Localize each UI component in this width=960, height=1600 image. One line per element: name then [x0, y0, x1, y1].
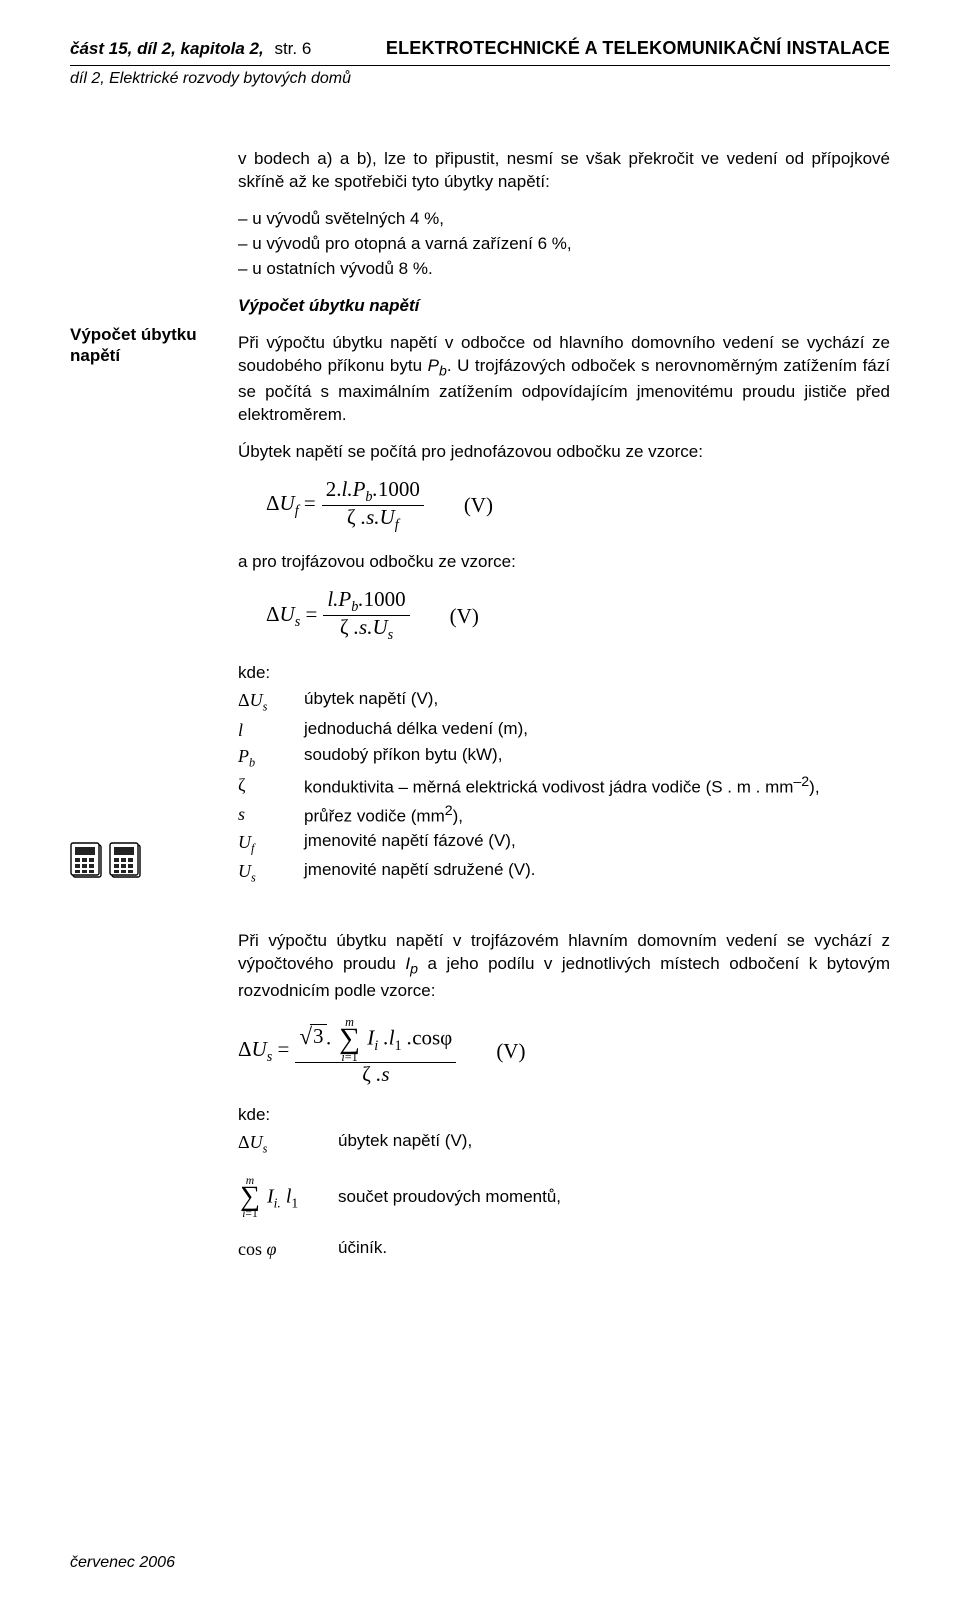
def-desc: jmenovité napětí sdružené (V).: [304, 859, 890, 886]
intro-list: u vývodů světelných 4 %, u vývodů pro ot…: [238, 208, 890, 281]
definition-list-2: ΔUs úbytek napětí (V), m ∑ i=1 Ii. l1 so…: [238, 1130, 890, 1261]
def-row: m ∑ i=1 Ii. l1 součet proudových momentů…: [238, 1176, 890, 1219]
def-row: l jednoduchá délka vedení (m),: [238, 718, 890, 742]
calculator-icon: [109, 842, 143, 880]
paragraph-1: Při výpočtu úbytku napětí v odbočce od h…: [238, 332, 890, 427]
paragraph-3: a pro trojfázovou odbočku ze vzorce:: [238, 551, 890, 574]
def-row: cos φ účiník.: [238, 1237, 890, 1261]
paragraph-2: Úbytek napětí se počítá pro jednofázovou…: [238, 441, 890, 464]
definition-list-1: ΔUs úbytek napětí (V), l jednoduchá délk…: [238, 688, 890, 886]
header-pagenum: str. 6: [274, 39, 311, 58]
def-desc: součet proudových momentů,: [338, 1186, 890, 1209]
where-label: kde:: [238, 662, 890, 685]
def-symbol: ζ: [238, 773, 294, 800]
formula-3-unit: (V): [496, 1037, 525, 1065]
formula-1: ΔUf = 2.l.Pb.1000 ζ .s.Uf (V): [266, 478, 890, 533]
list-item: u ostatních vývodů 8 %.: [238, 258, 890, 281]
def-row: Us jmenovité napětí sdružené (V).: [238, 859, 890, 886]
margin-column: Výpočet úbytku napětí: [70, 148, 220, 1275]
def-row: ΔUs úbytek napětí (V),: [238, 688, 890, 715]
def-symbol: l: [238, 718, 294, 742]
def-row: Pb soudobý příkon bytu (kW),: [238, 744, 890, 771]
def-symbol: Pb: [238, 744, 294, 771]
def-desc: konduktivita – měrná elektrická vodivost…: [304, 773, 890, 800]
page: část 15, díl 2, kapitola 2, str. 6 ELEKT…: [0, 0, 960, 1600]
def-symbol: s: [238, 802, 294, 829]
body-column: v bodech a) a b), lze to připustit, nesm…: [238, 148, 890, 1275]
def-desc: jmenovité napětí fázové (V),: [304, 830, 890, 857]
def-desc: soudobý příkon bytu (kW),: [304, 744, 890, 771]
formula-1-unit: (V): [464, 491, 493, 519]
header-right: ELEKTROTECHNICKÉ A TELEKOMUNIKAČNÍ INSTA…: [386, 38, 890, 59]
header-rule: [70, 65, 890, 66]
where-label-2: kde:: [238, 1104, 890, 1127]
formula-2: ΔUs = l.Pb.1000 ζ .s.Us (V): [266, 588, 890, 643]
list-item: u vývodů pro otopná a varná zařízení 6 %…: [238, 233, 890, 256]
margin-label: Výpočet úbytku napětí: [70, 324, 220, 367]
page-header: část 15, díl 2, kapitola 2, str. 6 ELEKT…: [70, 38, 890, 59]
def-desc: účiník.: [338, 1237, 890, 1261]
footer-date: červenec 2006: [70, 1554, 175, 1572]
def-desc: úbytek napětí (V),: [338, 1130, 890, 1157]
calculator-icon: [70, 842, 104, 880]
def-desc: průřez vodiče (mm2),: [304, 802, 890, 829]
formula-2-unit: (V): [450, 602, 479, 630]
section-heading: Výpočet úbytku napětí: [238, 295, 890, 318]
def-desc: úbytek napětí (V),: [304, 688, 890, 715]
def-desc: jednoduchá délka vedení (m),: [304, 718, 890, 742]
header-section: část 15, díl 2, kapitola 2,: [70, 39, 264, 58]
def-symbol: ΔUs: [238, 688, 294, 715]
intro-lead: v bodech a) a b), lze to připustit, nesm…: [238, 148, 890, 194]
header-subtitle: díl 2, Elektrické rozvody bytových domů: [70, 70, 890, 88]
def-symbol: m ∑ i=1 Ii. l1: [238, 1176, 328, 1219]
def-symbol: Uf: [238, 830, 294, 857]
header-left: část 15, díl 2, kapitola 2, str. 6: [70, 39, 311, 59]
list-item: u vývodů světelných 4 %,: [238, 208, 890, 231]
def-symbol: Us: [238, 859, 294, 886]
def-symbol: cos φ: [238, 1237, 328, 1261]
def-symbol: ΔUs: [238, 1130, 328, 1157]
paragraph-4: Při výpočtu úbytku napětí v trojfázovém …: [238, 930, 890, 1002]
def-row: Uf jmenovité napětí fázové (V),: [238, 830, 890, 857]
formula-3: ΔUs = √3. m ∑ i=1 Ii .l1 .cosφ ζ .s (V): [238, 1017, 890, 1086]
def-row: s průřez vodiče (mm2),: [238, 802, 890, 829]
main-grid: Výpočet úbytku napětí: [70, 148, 890, 1275]
def-row: ζ konduktivita – měrná elektrická vodivo…: [238, 773, 890, 800]
def-row: ΔUs úbytek napětí (V),: [238, 1130, 890, 1157]
